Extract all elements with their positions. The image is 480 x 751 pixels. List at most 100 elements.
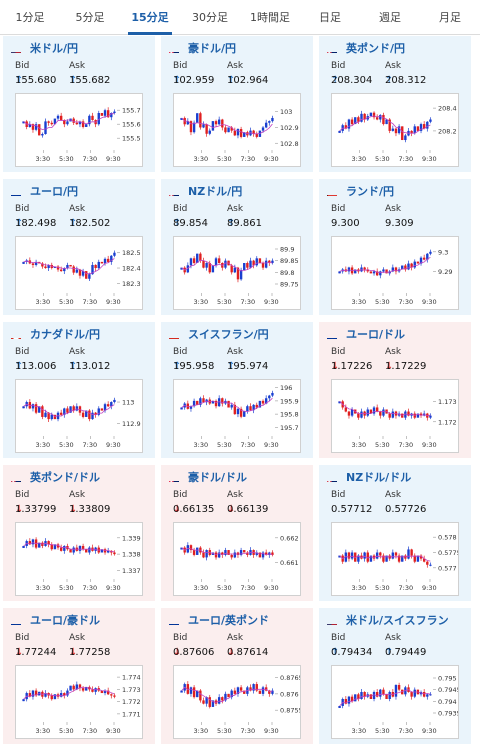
card-title[interactable]: NZドル/円 (169, 184, 242, 198)
candle-body (196, 547, 199, 555)
rate-card[interactable]: NZドル/円 Bid Ask ↑ 89.854 ↑ 89.861 89.9 89.85 89.8 8… (161, 179, 313, 315)
pair-name[interactable]: ユーロ/ドル (346, 328, 406, 341)
card-title[interactable]: ユーロ/円 (11, 184, 78, 198)
card-title[interactable]: ユーロ/豪ドル (11, 613, 100, 627)
candle-body (394, 128, 398, 134)
card-title[interactable]: ユーロ/英ポンド (169, 613, 269, 627)
candle-body (53, 544, 57, 550)
pair-name[interactable]: 米ドル/円 (30, 42, 79, 55)
candlestick-chart[interactable]: 1.774 1.773 1.772 1.771 3:30 5:30 7:30 9:30 (15, 665, 143, 739)
rate-card[interactable]: 米ドル/スイスフラン Bid Ask ↑ 0.79434 ↑ 0.79449 0.795 0.7… (319, 608, 471, 744)
candlestick-chart[interactable]: 155.7 155.6 155.5 3:30 5:30 7:30 9:30 (15, 93, 143, 167)
card-title[interactable]: 英ポンド/円 (327, 41, 405, 55)
candle-body (202, 124, 205, 128)
rate-card[interactable]: ユーロ/豪ドル Bid Ask ↓ 1.77244 ↓ 1.77258 1.774 1.773 1… (3, 608, 155, 744)
tab-1[interactable]: 5分足 (75, 11, 105, 24)
candle-body (394, 552, 398, 556)
chart-svg: 1.173 1.172 3:30 5:30 7:30 9:30 (338, 398, 457, 449)
pair-name[interactable]: 豪ドル/ドル (188, 471, 248, 484)
bid-label: Bid (15, 490, 30, 500)
candlestick-chart[interactable]: 0.795 0.7945 0.794 0.7935 3:30 5:30 7:30 9:30 (331, 665, 459, 739)
ask-label: Ask (385, 61, 402, 71)
pair-name[interactable]: ランド/円 (346, 185, 395, 198)
card-title[interactable]: 米ドル/円 (11, 41, 78, 55)
card-title[interactable]: スイスフラン/円 (169, 327, 269, 341)
pair-name[interactable]: スイスフラン/円 (188, 328, 269, 341)
candle-body (243, 411, 246, 417)
rate-card[interactable]: 豪ドル/円 Bid Ask ↑ 102.959 ↑ 102.964 103 102.9 102.8… (161, 36, 313, 172)
pair-name[interactable]: 英ポンド/ドル (30, 471, 101, 484)
candle-body (217, 552, 221, 558)
candle-body (407, 549, 410, 559)
candle-body (382, 269, 385, 272)
candle-body (401, 265, 404, 270)
candle-body (217, 697, 221, 704)
candle-body (255, 133, 258, 137)
tab-6[interactable]: 週足 (379, 11, 401, 24)
candle-body (252, 404, 255, 411)
candle-body (202, 260, 205, 268)
tab-7[interactable]: 月足 (439, 11, 461, 24)
candle-body (100, 408, 104, 411)
x-tick-label: 9:30 (264, 298, 279, 306)
rate-card[interactable]: カナダドル/円 Bid Ask ↑ 113.006 ↑ 113.012 113 112.9 3:3… (3, 322, 155, 458)
candle-body (100, 113, 104, 116)
candlestick-chart[interactable]: 1.339 1.338 1.337 3:30 5:30 7:30 9:30 (15, 522, 143, 596)
candle-body (407, 263, 410, 270)
candlestick-chart[interactable]: 113 112.9 3:30 5:30 7:30 9:30 (15, 379, 143, 453)
pair-name[interactable]: NZドル/ドル (346, 471, 412, 484)
rate-card[interactable]: 英ポンド/ドル Bid Ask ↓ 1.33799 ↓ 1.33809 1.339 1.338 1… (3, 465, 155, 601)
candle-body (255, 684, 258, 691)
candlestick-chart[interactable]: 0.578 0.5775 0.577 3:30 5:30 7:30 9:30 (331, 522, 459, 596)
candlestick-chart[interactable]: 208.4 208.2 3:30 5:30 7:30 9:30 (331, 93, 459, 167)
rate-card[interactable]: ユーロ/円 Bid Ask ↑ 182.498 ↑ 182.502 182.5 182.4 182… (3, 179, 155, 315)
tab-5[interactable]: 日足 (319, 11, 341, 24)
card-title[interactable]: ユーロ/ドル (327, 327, 405, 341)
pair-name[interactable]: ユーロ/豪ドル (30, 614, 101, 627)
candle-body (78, 269, 82, 276)
candlestick-chart[interactable]: 9.3 9.29 3:30 5:30 7:30 9:30 (331, 236, 459, 310)
pair-name[interactable]: 米ドル/スイスフラン (346, 614, 449, 627)
pair-name[interactable]: 英ポンド/円 (346, 42, 406, 55)
tab-0[interactable]: 1分足 (15, 11, 45, 24)
tab-2[interactable]: 15分足 (120, 0, 180, 35)
candlestick-chart[interactable]: 1.173 1.172 3:30 5:30 7:30 9:30 (331, 379, 459, 453)
candle-body (413, 413, 416, 418)
pair-name[interactable]: 豪ドル/円 (188, 42, 237, 55)
card-title[interactable]: カナダドル/円 (11, 327, 100, 341)
candle-body (38, 406, 41, 413)
pair-name[interactable]: カナダドル/円 (30, 328, 101, 341)
y-tick-label: 89.8 (280, 269, 294, 277)
candlestick-chart[interactable]: 103 102.9 102.8 3:30 5:30 7:30 9:30 (173, 93, 301, 167)
pair-name[interactable]: ユーロ/英ポンド (188, 614, 270, 627)
card-title[interactable]: 米ドル/スイスフラン (327, 613, 449, 627)
candle-body (78, 684, 82, 689)
card-title[interactable]: ランド/円 (327, 184, 394, 198)
pair-name[interactable]: ユーロ/円 (30, 185, 79, 198)
pair-name[interactable]: NZドル/円 (188, 185, 243, 198)
rate-card[interactable]: 英ポンド/円 Bid Ask ↑ 208.304 ↑ 208.312 208.4 208.2 3:… (319, 36, 471, 172)
candle-body (385, 119, 388, 125)
rate-card[interactable]: スイスフラン/円 Bid Ask ↑ 195.958 ↑ 195.974 196 195.9 19… (161, 322, 313, 458)
card-title[interactable]: NZドル/ドル (327, 470, 411, 484)
candlestick-chart[interactable]: 0.662 0.661 3:30 5:30 7:30 9:30 (173, 522, 301, 596)
tab-3[interactable]: 30分足 (192, 11, 228, 24)
candlestick-chart[interactable]: 0.8765 0.876 0.8755 3:30 5:30 7:30 9:30 (173, 665, 301, 739)
candle-body (246, 406, 249, 412)
rate-card[interactable]: ランド/円 Bid Ask 9.300 9.309 9.3 9.29 3:30 5:30 7:30… (319, 179, 471, 315)
candlestick-chart[interactable]: 196 195.9 195.8 195.7 3:30 5:30 7:30 9:30 (173, 379, 301, 453)
candlestick-chart[interactable]: 182.5 182.4 182.3 3:30 5:30 7:30 9:30 (15, 236, 143, 310)
card-title[interactable]: 英ポンド/ドル (11, 470, 100, 484)
ask-value: 155.682 (69, 75, 111, 86)
rate-card[interactable]: 米ドル/円 Bid Ask ↑ 155.680 ↑ 155.682 155.7 155.6 155… (3, 36, 155, 172)
rate-card[interactable]: NZドル/ドルBidAsk0.577120.577260.5780.57750.… (319, 465, 471, 601)
candlestick-chart[interactable]: 89.9 89.85 89.8 89.75 3:30 5:30 7:30 9:30 (173, 236, 301, 310)
rate-card[interactable]: ユーロ/ドル Bid Ask ↓ 1.17226 ↓ 1.17229 1.173 1.172 3:… (319, 322, 471, 458)
rate-card[interactable]: ユーロ/英ポンドBidAsk↓0.87606↓0.876140.87650.87… (161, 608, 313, 744)
card-title[interactable]: 豪ドル/ドル (169, 470, 247, 484)
tab-4[interactable]: 1時間足 (250, 11, 290, 24)
card-title[interactable]: 豪ドル/円 (169, 41, 236, 55)
rate-card[interactable]: 豪ドル/ドル Bid Ask ↓ 0.66135 ↓ 0.66139 0.662 0.661 3:… (161, 465, 313, 601)
bid-value: 208.304 (331, 75, 373, 86)
y-tick-label: 1.339 (122, 534, 141, 542)
